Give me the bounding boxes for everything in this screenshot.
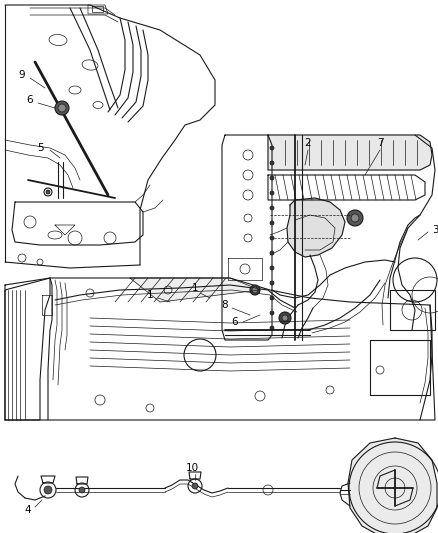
Text: 1: 1 [147, 290, 153, 300]
Polygon shape [268, 135, 432, 170]
Polygon shape [130, 278, 260, 302]
Circle shape [79, 487, 85, 493]
Circle shape [282, 315, 288, 321]
Text: 9: 9 [19, 70, 25, 80]
Circle shape [250, 285, 260, 295]
Circle shape [270, 326, 274, 330]
Circle shape [270, 251, 274, 255]
Circle shape [351, 214, 359, 222]
Text: 6: 6 [27, 95, 33, 105]
Circle shape [192, 483, 198, 489]
Text: 6: 6 [232, 317, 238, 327]
Text: 7: 7 [377, 138, 383, 148]
Text: 5: 5 [37, 143, 43, 153]
Circle shape [270, 161, 274, 165]
Circle shape [270, 266, 274, 270]
Text: 10: 10 [185, 463, 198, 473]
Polygon shape [348, 438, 437, 533]
Circle shape [44, 486, 52, 494]
Circle shape [46, 190, 50, 194]
Text: 2: 2 [305, 138, 311, 148]
Circle shape [279, 312, 291, 324]
Circle shape [270, 191, 274, 195]
Circle shape [270, 146, 274, 150]
Circle shape [270, 296, 274, 300]
Text: 4: 4 [25, 505, 31, 515]
Polygon shape [287, 198, 345, 257]
Circle shape [252, 287, 258, 293]
Circle shape [270, 221, 274, 225]
Circle shape [55, 101, 69, 115]
Text: 1: 1 [192, 283, 198, 293]
Circle shape [270, 206, 274, 210]
Circle shape [270, 236, 274, 240]
Circle shape [270, 311, 274, 315]
Circle shape [270, 176, 274, 180]
Circle shape [347, 210, 363, 226]
Text: 3: 3 [432, 225, 438, 235]
Circle shape [270, 281, 274, 285]
Circle shape [58, 104, 66, 112]
Text: 8: 8 [222, 300, 228, 310]
